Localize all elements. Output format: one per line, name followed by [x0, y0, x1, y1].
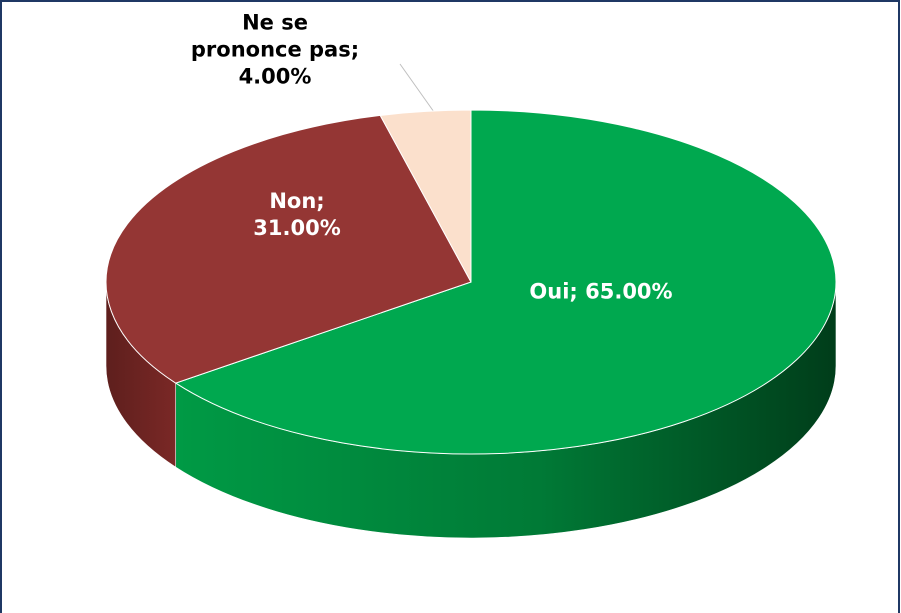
leader-line [399, 63, 435, 113]
slice [379, 109, 472, 283]
data-label: Ne se prononce pas; 4.00% [190, 10, 360, 89]
data-label: Oui; 65.00% [529, 279, 673, 304]
data-label: Non; 31.00% [253, 189, 341, 240]
slice [174, 109, 837, 455]
slice [105, 114, 472, 384]
